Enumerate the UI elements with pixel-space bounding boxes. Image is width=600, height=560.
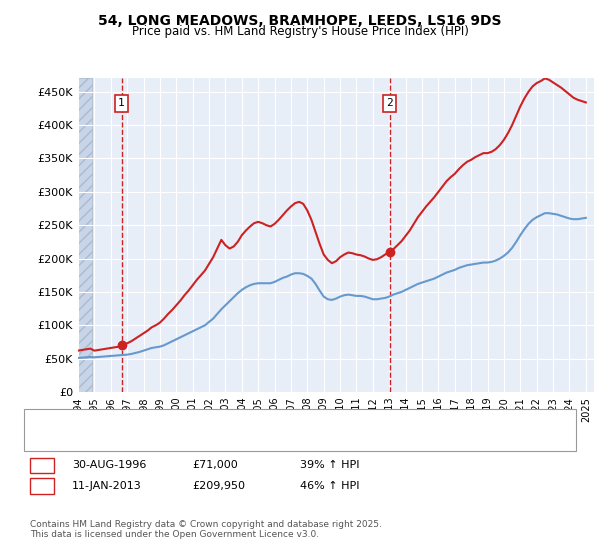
Text: Price paid vs. HM Land Registry's House Price Index (HPI): Price paid vs. HM Land Registry's House … <box>131 25 469 38</box>
Text: 39% ↑ HPI: 39% ↑ HPI <box>300 460 359 470</box>
Text: Contains HM Land Registry data © Crown copyright and database right 2025.
This d: Contains HM Land Registry data © Crown c… <box>30 520 382 539</box>
Text: 2: 2 <box>386 99 393 109</box>
Text: 2: 2 <box>38 481 46 491</box>
Text: 54, LONG MEADOWS, BRAMHOPE, LEEDS, LS16 9DS: 54, LONG MEADOWS, BRAMHOPE, LEEDS, LS16 … <box>98 14 502 28</box>
Text: 11-JAN-2013: 11-JAN-2013 <box>72 481 142 491</box>
Text: HPI: Average price, semi-detached house, Leeds: HPI: Average price, semi-detached house,… <box>72 429 324 439</box>
Text: 30-AUG-1996: 30-AUG-1996 <box>72 460 146 470</box>
Text: £71,000: £71,000 <box>192 460 238 470</box>
Text: £209,950: £209,950 <box>192 481 245 491</box>
Bar <box>78 78 92 392</box>
Text: 1: 1 <box>118 99 125 109</box>
Bar <box>78 78 92 392</box>
Text: 1: 1 <box>38 460 46 470</box>
Text: 46% ↑ HPI: 46% ↑ HPI <box>300 481 359 491</box>
Text: 54, LONG MEADOWS, BRAMHOPE, LEEDS, LS16 9DS (semi-detached house): 54, LONG MEADOWS, BRAMHOPE, LEEDS, LS16 … <box>72 416 466 426</box>
